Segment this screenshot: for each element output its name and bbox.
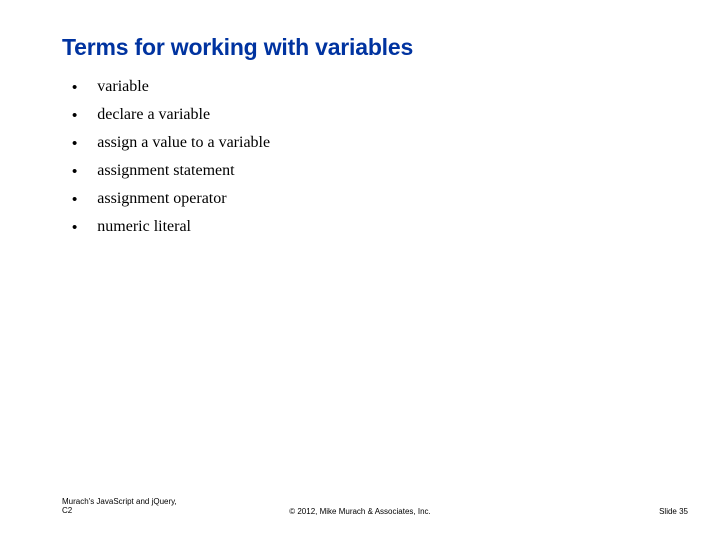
bullet-icon: • [72, 108, 77, 123]
terms-list: • variable • declare a variable • assign… [72, 78, 270, 246]
footer-left-line1: Murach's JavaScript and jQuery, [62, 497, 177, 507]
term-text: numeric literal [97, 218, 191, 236]
bullet-icon: • [72, 80, 77, 95]
list-item: • variable [72, 78, 270, 96]
term-text: assignment statement [97, 162, 234, 180]
bullet-icon: • [72, 192, 77, 207]
bullet-icon: • [72, 164, 77, 179]
list-item: • assignment operator [72, 190, 270, 208]
list-item: • numeric literal [72, 218, 270, 236]
list-item: • declare a variable [72, 106, 270, 124]
footer: Murach's JavaScript and jQuery, C2 © 201… [0, 492, 720, 516]
term-text: assign a value to a variable [97, 134, 270, 152]
bullet-icon: • [72, 136, 77, 151]
footer-center: © 2012, Mike Murach & Associates, Inc. [0, 507, 720, 516]
list-item: • assign a value to a variable [72, 134, 270, 152]
term-text: variable [97, 78, 149, 96]
term-text: assignment operator [97, 190, 226, 208]
slide-title: Terms for working with variables [62, 34, 413, 61]
term-text: declare a variable [97, 106, 210, 124]
footer-right: Slide 35 [659, 507, 688, 516]
list-item: • assignment statement [72, 162, 270, 180]
bullet-icon: • [72, 220, 77, 235]
slide: Terms for working with variables • varia… [0, 0, 720, 540]
